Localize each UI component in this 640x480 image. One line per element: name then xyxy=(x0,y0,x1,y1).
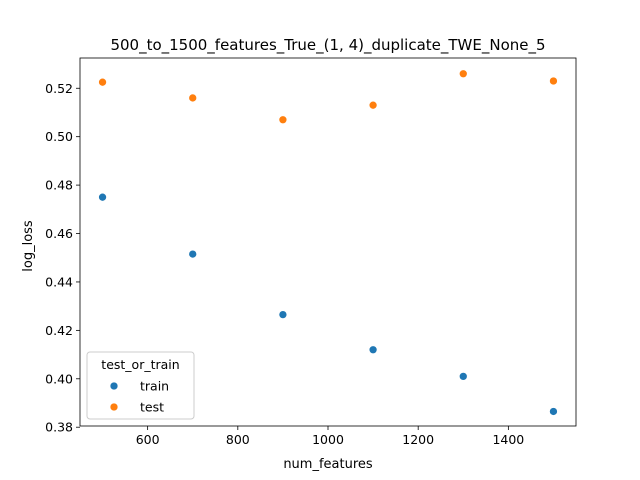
x-tick-label: 1200 xyxy=(402,432,434,447)
legend-label-test: test xyxy=(140,400,164,415)
point-train xyxy=(458,372,468,381)
point-train xyxy=(549,407,558,416)
x-axis: 600 800 1000 1200 1400 xyxy=(136,426,524,447)
data-points xyxy=(98,69,558,416)
chart-title: 500_to_1500_features_True_(1, 4)_duplica… xyxy=(110,36,545,55)
y-axis-label: log_loss xyxy=(21,220,36,272)
y-tick-label: 0.52 xyxy=(45,81,73,96)
x-axis-label: num_features xyxy=(283,457,373,472)
point-train xyxy=(188,249,198,259)
y-tick-label: 0.42 xyxy=(45,323,73,338)
y-axis: 0.38 0.40 0.42 0.44 0.46 0.48 0.50 0.52 xyxy=(45,81,80,435)
y-tick-label: 0.44 xyxy=(45,274,73,289)
point-test xyxy=(368,100,378,110)
legend-box xyxy=(86,351,195,420)
point-test xyxy=(98,77,107,87)
point-test xyxy=(549,76,558,86)
legend-title: test_or_train xyxy=(101,357,179,372)
x-tick-label: 1000 xyxy=(312,432,344,447)
x-tick-label: 600 xyxy=(136,432,160,447)
y-tick-label: 0.46 xyxy=(45,226,73,241)
point-train xyxy=(278,310,288,319)
legend-marker-test xyxy=(109,402,119,412)
x-tick-label: 1400 xyxy=(492,432,524,447)
point-train xyxy=(98,192,107,202)
point-train xyxy=(368,345,378,355)
y-tick-label: 0.40 xyxy=(45,371,73,386)
point-test xyxy=(188,93,198,103)
y-tick-label: 0.48 xyxy=(45,178,73,193)
legend-label-train: train xyxy=(140,379,169,394)
point-test xyxy=(278,115,288,125)
x-tick-label: 800 xyxy=(226,432,250,447)
y-tick-label: 0.50 xyxy=(45,129,73,144)
point-test xyxy=(458,69,468,79)
y-tick-label: 0.38 xyxy=(45,420,73,435)
legend-marker-train xyxy=(109,381,119,391)
